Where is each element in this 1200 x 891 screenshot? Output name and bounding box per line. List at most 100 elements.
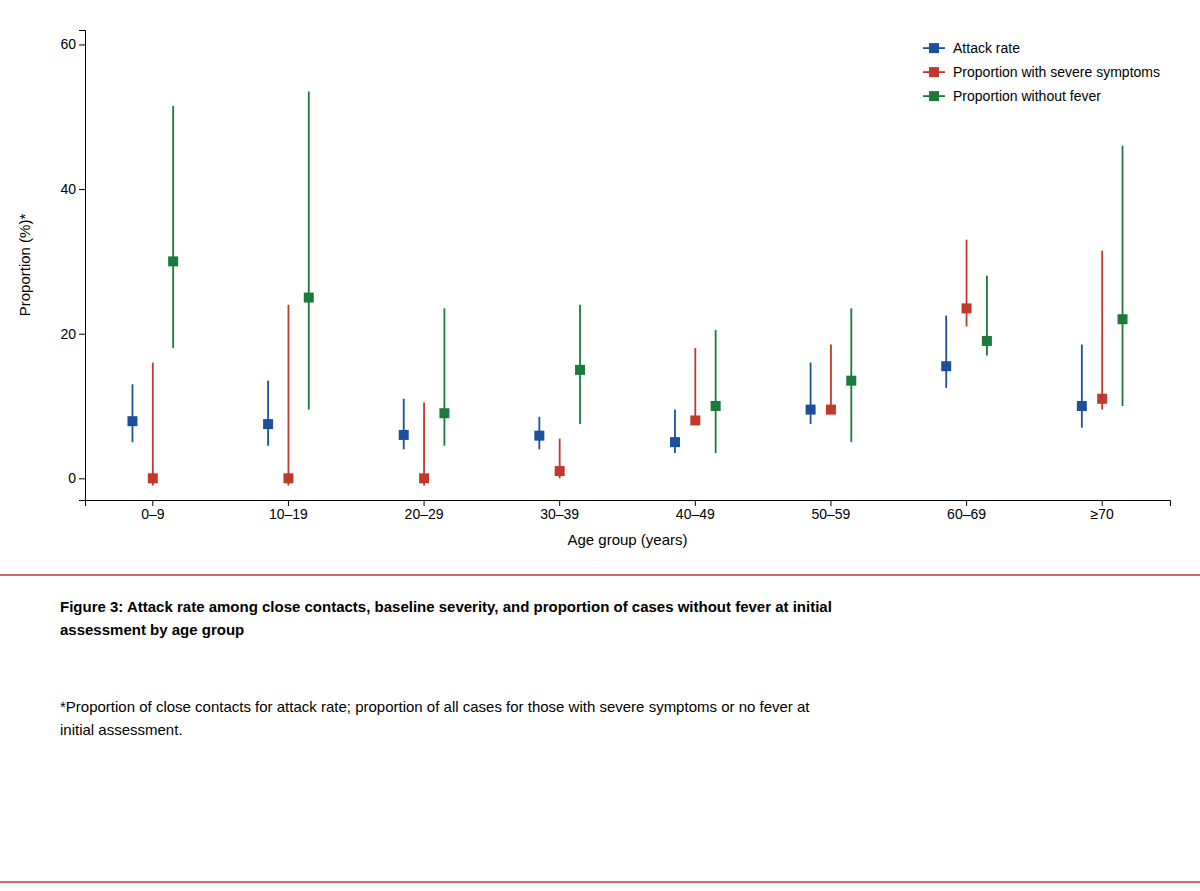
legend-label: Proportion without fever <box>953 88 1101 104</box>
legend-label: Proportion with severe symptoms <box>953 64 1160 80</box>
y-tick: 60 <box>60 36 85 52</box>
x-tick-label: 0–9 <box>141 506 165 522</box>
legend-item: Attack rate <box>923 40 1020 56</box>
y-tick-mark <box>79 44 85 45</box>
legend-item: Proportion without fever <box>923 88 1101 104</box>
x-tick: 40–49 <box>676 500 715 522</box>
point <box>1118 314 1128 324</box>
point <box>962 303 972 313</box>
x-tick-label: 50–59 <box>811 506 850 522</box>
error-bar <box>1101 251 1103 410</box>
legend-swatch <box>929 43 939 53</box>
point <box>148 473 158 483</box>
legend-swatch <box>929 67 939 77</box>
x-tick: 10–19 <box>269 500 308 522</box>
error-bar <box>850 308 852 442</box>
point <box>283 473 293 483</box>
error-bar <box>830 345 832 414</box>
chart: 0 20 40 60 0–9 10–19 20–29 30–39 40–49 50–59 60–69… <box>0 0 1200 891</box>
y-tick-label: 20 <box>60 326 76 342</box>
y-tick-mark <box>79 334 85 335</box>
x-tick: 0–9 <box>141 500 165 522</box>
point <box>534 431 544 441</box>
point <box>1097 394 1107 404</box>
legend: Attack rate Proportion with severe sympto… <box>923 40 1160 104</box>
error-bar <box>308 91 310 409</box>
x-axis-title: Age group (years) <box>567 531 687 548</box>
error-bar <box>288 305 290 486</box>
x-tick-label: 10–19 <box>269 506 308 522</box>
error-bar <box>444 308 446 445</box>
x-tick-label: 40–49 <box>676 506 715 522</box>
point <box>711 401 721 411</box>
error-bar <box>172 106 174 348</box>
point <box>263 419 273 429</box>
point <box>575 365 585 375</box>
y-tick-mark <box>79 189 85 190</box>
y-tick: 0 <box>68 470 85 486</box>
y-tick-label: 60 <box>60 36 76 52</box>
x-axis: 0–9 10–19 20–29 30–39 40–49 50–59 60–69 ≥70 <box>86 500 1171 522</box>
x-tick: ≥70 <box>1091 500 1114 522</box>
point <box>399 430 409 440</box>
error-bar <box>132 384 134 442</box>
x-tick: 50–59 <box>811 500 850 522</box>
error-bar <box>1122 146 1124 406</box>
y-axis-line <box>79 31 86 501</box>
series <box>127 316 1086 453</box>
error-bar <box>152 363 154 486</box>
caption-line: *Proportion of close contacts for attack… <box>60 698 810 715</box>
point <box>168 256 178 266</box>
plot: 0 20 40 60 0–9 10–19 20–29 30–39 40–49 50–59 60–69… <box>16 31 1171 549</box>
error-bar <box>966 240 968 327</box>
error-bar <box>423 402 425 485</box>
x-axis-line <box>86 501 1171 507</box>
error-bar <box>945 316 947 388</box>
caption: *Proportion of close contacts for attack… <box>60 698 810 738</box>
y-axis: 0 20 40 60 <box>60 31 85 501</box>
error-bar <box>1081 345 1083 428</box>
x-tick-label: ≥70 <box>1091 506 1114 522</box>
legend-item: Proportion with severe symptoms <box>923 64 1160 80</box>
error-bar <box>267 381 269 446</box>
caption-line: assessment by age group <box>60 621 244 638</box>
point <box>419 473 429 483</box>
point <box>806 405 816 415</box>
x-tick: 30–39 <box>540 500 579 522</box>
x-tick-label: 30–39 <box>540 506 579 522</box>
x-tick: 60–69 <box>947 500 986 522</box>
point <box>304 293 314 303</box>
separator <box>0 881 1200 883</box>
series <box>168 91 1127 453</box>
point <box>670 437 680 447</box>
point <box>555 466 565 476</box>
y-tick-label: 0 <box>68 470 76 486</box>
error-bar <box>694 348 696 424</box>
error-bar <box>579 305 581 424</box>
series <box>148 240 1107 486</box>
point <box>1077 401 1087 411</box>
point <box>127 416 137 426</box>
caption: Figure 3: Attack rate among close contac… <box>60 598 832 638</box>
y-tick-label: 40 <box>60 181 76 197</box>
y-tick: 40 <box>60 181 85 197</box>
point <box>846 376 856 386</box>
caption-line: initial assessment. <box>60 721 183 738</box>
y-tick-mark <box>79 478 85 479</box>
legend-swatch <box>929 91 939 101</box>
y-axis-title: Proportion (%)* <box>16 214 33 317</box>
error-bar <box>810 363 812 424</box>
error-bar <box>715 330 717 453</box>
x-tick: 20–29 <box>405 500 444 522</box>
y-tick: 20 <box>60 326 85 342</box>
x-tick-label: 60–69 <box>947 506 986 522</box>
point <box>690 415 700 425</box>
point <box>941 361 951 371</box>
point <box>826 405 836 415</box>
legend-label: Attack rate <box>953 40 1020 56</box>
x-tick-label: 20–29 <box>405 506 444 522</box>
separator <box>0 574 1200 576</box>
point <box>982 336 992 346</box>
marks <box>127 91 1127 485</box>
point <box>439 408 449 418</box>
